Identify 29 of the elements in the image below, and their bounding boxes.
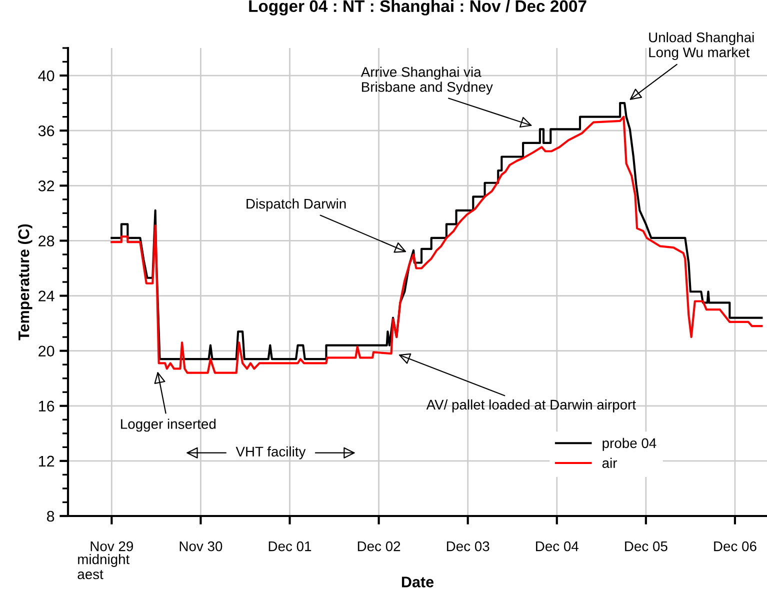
y-tick-label: 8: [46, 510, 54, 522]
annotation: VHT facility: [236, 446, 306, 460]
legend-label: probe 04: [602, 438, 656, 451]
y-axis-title: Temperature (C): [18, 224, 32, 340]
y-tick-label: 32: [38, 180, 54, 192]
y-tick-label: 12: [38, 456, 54, 466]
annotation: Unload Shanghai Long Wu market: [649, 32, 754, 60]
x-tick-label: Dec 01: [268, 541, 312, 552]
x-axis-title: Date: [402, 576, 434, 588]
y-tick-label: 36: [38, 125, 54, 136]
chart-title: Logger 04 : NT : Shanghai : Nov / Dec 2007: [249, 0, 586, 16]
y-tick-label: 40: [38, 70, 54, 82]
y-tick-label: 28: [38, 236, 54, 246]
y-tick-label: 20: [38, 346, 54, 357]
x-tick-label: Dec 05: [625, 541, 668, 552]
y-tick-label: 16: [38, 400, 54, 412]
annotation: Logger inserted: [121, 418, 216, 432]
annotation: Arrive Shanghai via Brisbane and Sydney: [360, 66, 493, 95]
x-tick-label: Dec 03: [446, 541, 490, 552]
legend-label: air: [602, 458, 618, 468]
x-tick-label: Nov 29: [90, 541, 134, 552]
x-tick-label: Dec 06: [714, 541, 756, 552]
x-tick-label: Dec 02: [358, 541, 400, 552]
x-tick-label: Nov 30: [180, 541, 222, 552]
annotation: Dispatch Darwin: [246, 198, 346, 212]
x-tick-label: Dec 04: [536, 541, 578, 552]
annotation: AV/ pallet loaded at Darwin airport: [426, 399, 636, 412]
text: midnight aest: [78, 554, 130, 580]
y-tick-label: 24: [38, 290, 54, 302]
